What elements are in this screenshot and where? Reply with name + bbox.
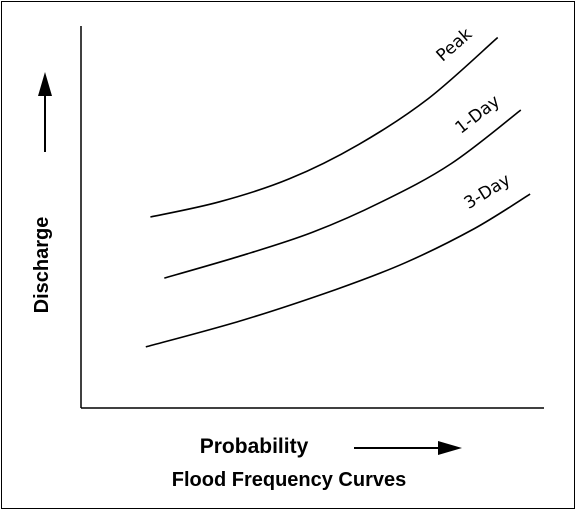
- series-label-peak: Peak: [433, 24, 477, 66]
- series-line-3-day: [145, 193, 531, 348]
- x-axis-direction-arrow: [354, 441, 462, 455]
- series-line-1-day: [164, 109, 522, 279]
- y-axis-direction-arrow: [38, 72, 52, 152]
- y-axis-title: Discharge: [31, 217, 53, 314]
- x-axis-title: Probability: [200, 435, 309, 458]
- series-line-peak: [150, 36, 499, 218]
- series-label-3-day: 3-Day: [461, 170, 515, 214]
- figure-caption: Flood Frequency Curves: [171, 469, 407, 491]
- series-layer: Peak 1-Day 3-Day: [145, 24, 531, 348]
- series-label-1-day: 1-Day: [452, 91, 504, 138]
